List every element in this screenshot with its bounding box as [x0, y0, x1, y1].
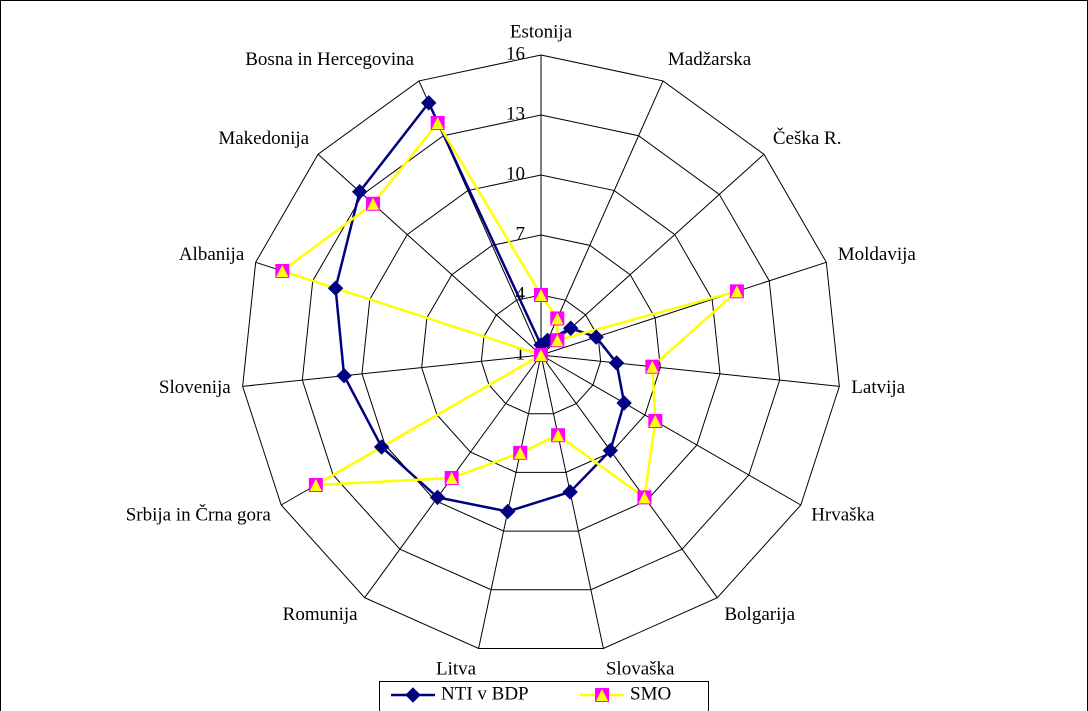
marker-diamond: [421, 95, 437, 111]
legend-label: NTI v BDP: [441, 683, 529, 704]
spoke: [540, 153, 765, 356]
category-label: Hrvaška: [811, 504, 875, 525]
marker-diamond: [351, 184, 368, 200]
r-tick-label: 13: [506, 103, 525, 124]
marker-triangle: [552, 429, 565, 442]
category-label: Latvija: [851, 377, 905, 398]
marker-triangle: [367, 197, 380, 210]
marker-diamond: [616, 395, 632, 411]
grid-ring: [301, 114, 781, 591]
category-label: Bosna in Hercegovina: [245, 49, 414, 70]
spoke: [540, 80, 664, 356]
category-label: Estonija: [510, 21, 573, 42]
marker-triangle: [514, 446, 527, 459]
spoke: [540, 354, 718, 598]
category-label: Moldavija: [838, 244, 917, 265]
grid-ring: [361, 174, 721, 532]
category-label: Romunija: [283, 604, 359, 625]
marker-diamond: [563, 320, 579, 336]
marker-diamond: [327, 280, 344, 296]
marker-diamond: [405, 687, 421, 703]
category-label: Madžarska: [668, 49, 752, 70]
marker-triangle: [276, 264, 289, 277]
marker-triangle: [649, 415, 662, 427]
r-tick-label: 4: [516, 283, 526, 304]
category-label: Slovaška: [606, 658, 675, 679]
r-tick-label: 16: [506, 43, 525, 64]
spoke: [242, 354, 542, 387]
spoke: [540, 261, 827, 356]
category-label: Makedonija: [218, 128, 309, 149]
r-tick-label: 10: [506, 163, 525, 184]
category-label: Litva: [436, 658, 477, 679]
marker-diamond: [373, 439, 390, 455]
marker-triangle: [551, 334, 564, 347]
category-label: Albanija: [179, 244, 245, 265]
spoke: [540, 354, 840, 387]
marker-diamond: [429, 489, 446, 506]
marker-triangle: [638, 491, 651, 504]
marker-diamond: [500, 503, 516, 520]
marker-diamond: [336, 367, 352, 384]
marker-diamond: [588, 329, 604, 345]
spoke: [540, 354, 802, 506]
spoke: [540, 354, 604, 649]
marker-triangle: [535, 289, 547, 301]
marker-triangle: [646, 360, 659, 373]
category-label: Slovenija: [159, 377, 231, 398]
grid-ring: [242, 54, 840, 649]
grid-ring: [421, 234, 661, 473]
spoke: [317, 153, 542, 356]
marker-triangle: [309, 479, 322, 491]
r-tick-label: 7: [516, 223, 526, 244]
r-tick-label: 1: [516, 343, 526, 364]
category-label: Bolgarija: [724, 604, 795, 625]
marker-triangle: [431, 116, 444, 129]
spoke: [478, 354, 542, 649]
series-line: [279, 120, 738, 500]
grid-ring: [480, 294, 602, 415]
category-label: Češka R.: [773, 127, 842, 149]
marker-diamond: [562, 484, 578, 500]
marker-diamond: [602, 442, 619, 459]
marker-triangle: [551, 312, 564, 325]
marker-triangle: [445, 471, 458, 484]
legend-label: SMO: [630, 683, 671, 704]
marker-triangle: [596, 689, 608, 701]
marker-diamond: [608, 355, 625, 371]
marker-triangle: [535, 349, 547, 361]
category-label: Srbija in Črna gora: [126, 503, 272, 525]
marker-triangle: [730, 285, 743, 298]
